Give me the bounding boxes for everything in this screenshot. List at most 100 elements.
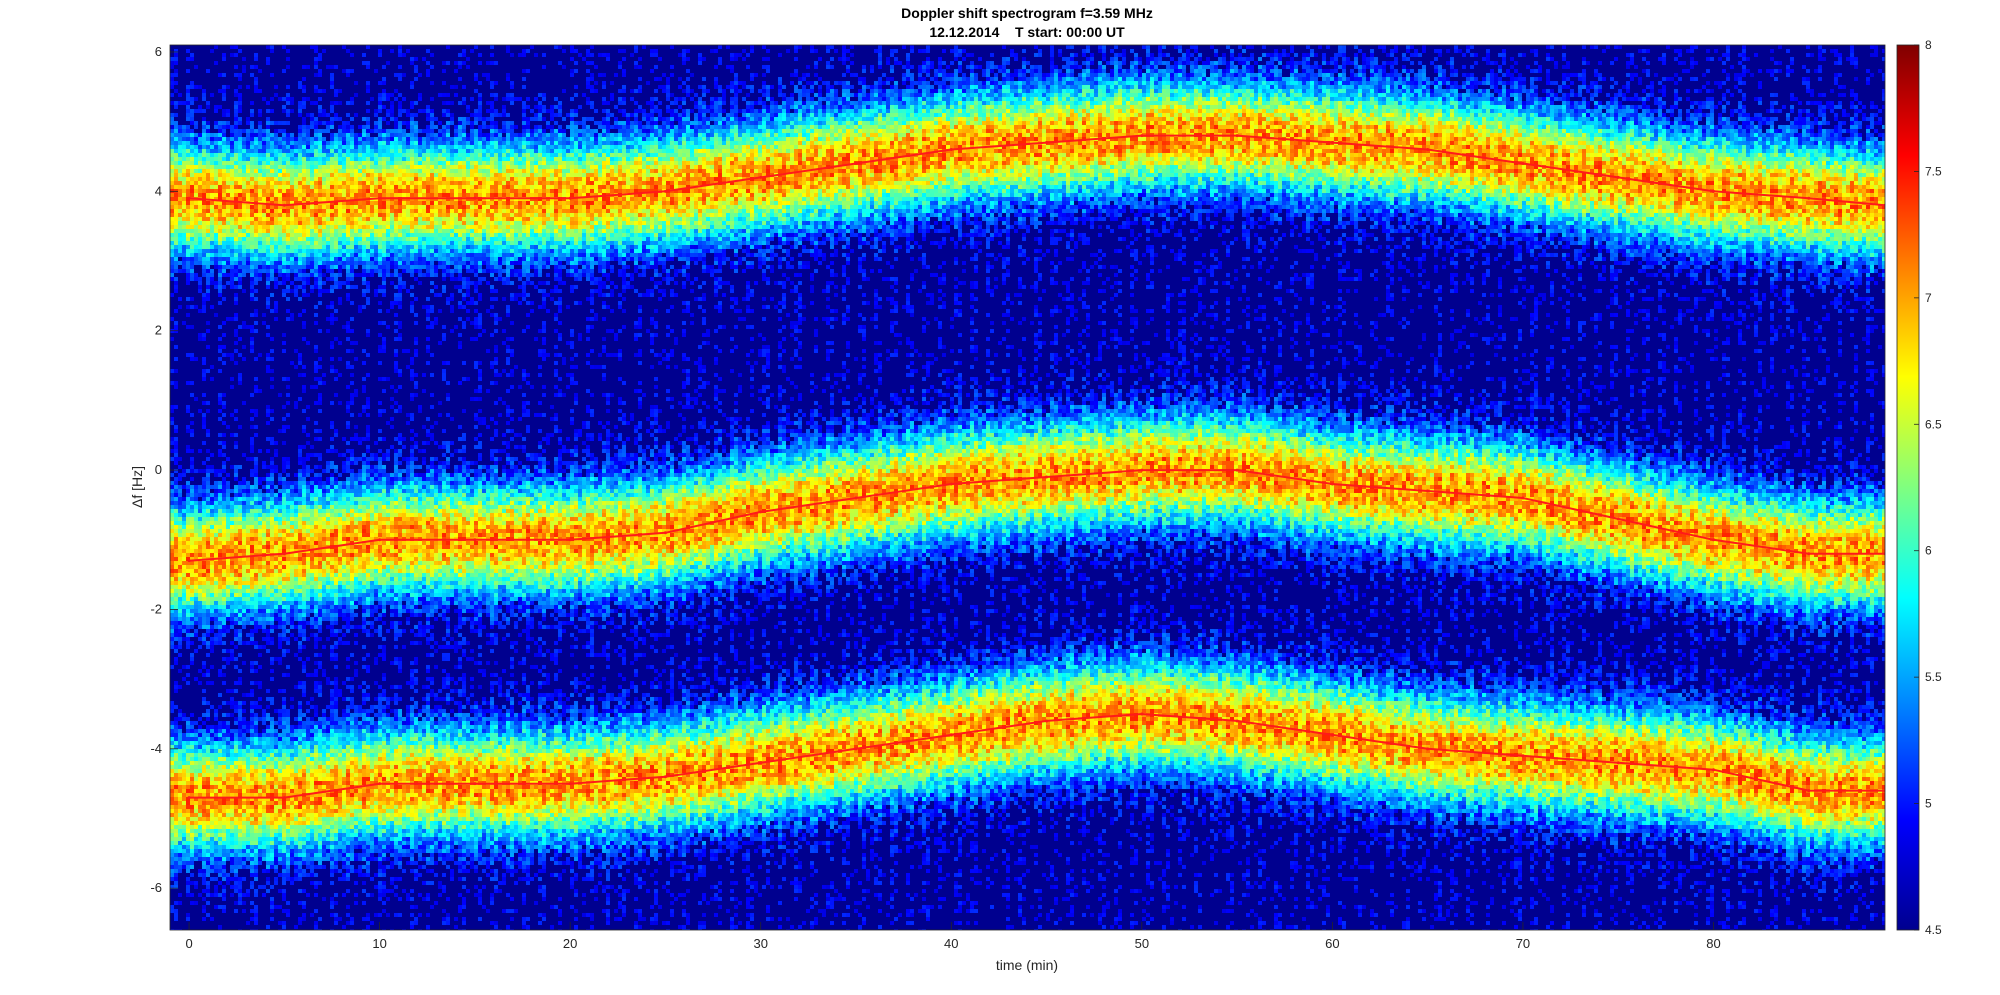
heat-cell <box>206 409 210 413</box>
heat-cell <box>170 589 174 593</box>
heat-cell <box>202 909 206 913</box>
heat-cell <box>178 141 182 145</box>
heat-cell <box>178 577 182 581</box>
heat-cell <box>210 769 214 773</box>
heat-cell <box>206 69 210 73</box>
heat-cell <box>186 405 190 409</box>
heat-cell <box>210 221 214 225</box>
heat-cell <box>174 757 178 761</box>
heat-cell <box>174 345 178 349</box>
heat-cell <box>178 837 182 841</box>
heat-cell <box>182 201 186 205</box>
heat-cell <box>178 737 182 741</box>
heat-cell <box>182 849 186 853</box>
heat-cell <box>186 585 190 589</box>
heat-cell <box>214 177 218 181</box>
heat-cell <box>190 229 194 233</box>
heat-cell <box>206 457 210 461</box>
heat-cell <box>182 717 186 721</box>
heat-cell <box>202 109 206 113</box>
heat-cell <box>186 761 190 765</box>
heat-cell <box>182 801 186 805</box>
heat-cell <box>186 529 190 533</box>
heat-cell <box>178 537 182 541</box>
heat-cell <box>186 553 190 557</box>
heat-cell <box>178 241 182 245</box>
heat-cell <box>206 165 210 169</box>
heat-cell <box>174 369 178 373</box>
heat-cell <box>194 145 198 149</box>
heat-cell <box>186 241 190 245</box>
heat-cell <box>186 893 190 897</box>
heat-cell <box>186 381 190 385</box>
heat-cell <box>186 821 190 825</box>
heat-cell <box>174 849 178 853</box>
heat-cell <box>174 449 178 453</box>
heat-cell <box>198 573 202 577</box>
heat-cell <box>214 109 218 113</box>
heat-cell <box>178 549 182 553</box>
heat-cell <box>210 525 214 529</box>
heat-cell <box>174 557 178 561</box>
heat-cell <box>210 181 214 185</box>
heat-cell <box>170 837 174 841</box>
heat-cell <box>178 645 182 649</box>
heat-cell <box>210 169 214 173</box>
heat-cell <box>182 773 186 777</box>
heat-cell <box>174 121 178 125</box>
heat-cell <box>190 733 194 737</box>
heat-cell <box>186 489 190 493</box>
heat-cell <box>206 589 210 593</box>
heat-cell <box>174 861 178 865</box>
heat-cell <box>170 769 174 773</box>
heat-cell <box>186 889 190 893</box>
heat-cell <box>194 225 198 229</box>
heat-cell <box>190 653 194 657</box>
heat-cell <box>170 113 174 117</box>
heat-cell <box>198 581 202 585</box>
heat-cell <box>174 777 178 781</box>
heat-cell <box>190 605 194 609</box>
heat-cell <box>170 597 174 601</box>
heat-cell <box>186 521 190 525</box>
heat-cell <box>178 101 182 105</box>
heat-cell <box>190 457 194 461</box>
heat-cell <box>178 561 182 565</box>
heat-cell <box>194 493 198 497</box>
heat-cell <box>178 801 182 805</box>
heat-cell <box>170 813 174 817</box>
heat-cell <box>170 829 174 833</box>
heat-cell <box>186 725 190 729</box>
heat-cell <box>202 233 206 237</box>
heat-cell <box>190 745 194 749</box>
heat-cell <box>210 241 214 245</box>
heat-cell <box>210 201 214 205</box>
heat-cell <box>194 849 198 853</box>
heat-cell <box>206 477 210 481</box>
heat-cell <box>186 917 190 921</box>
heat-cell <box>194 577 198 581</box>
heat-cell <box>202 553 206 557</box>
heat-cell <box>174 721 178 725</box>
heat-cell <box>178 589 182 593</box>
heat-cell <box>214 281 218 285</box>
heat-cell <box>206 577 210 581</box>
heat-cell <box>186 541 190 545</box>
heat-cell <box>210 757 214 761</box>
heat-cell <box>198 449 202 453</box>
heat-cell <box>214 261 218 265</box>
heat-cell <box>194 273 198 277</box>
heat-cell <box>186 769 190 773</box>
heat-cell <box>206 841 210 845</box>
heat-cell <box>190 173 194 177</box>
heat-cell <box>182 637 186 641</box>
heat-cell <box>202 853 206 857</box>
heat-cell <box>170 849 174 853</box>
heat-cell <box>186 101 190 105</box>
heat-cell <box>190 789 194 793</box>
heat-cell <box>174 457 178 461</box>
heat-cell <box>170 125 174 129</box>
heat-cell <box>182 573 186 577</box>
heat-cell <box>206 173 210 177</box>
heat-cell <box>174 733 178 737</box>
